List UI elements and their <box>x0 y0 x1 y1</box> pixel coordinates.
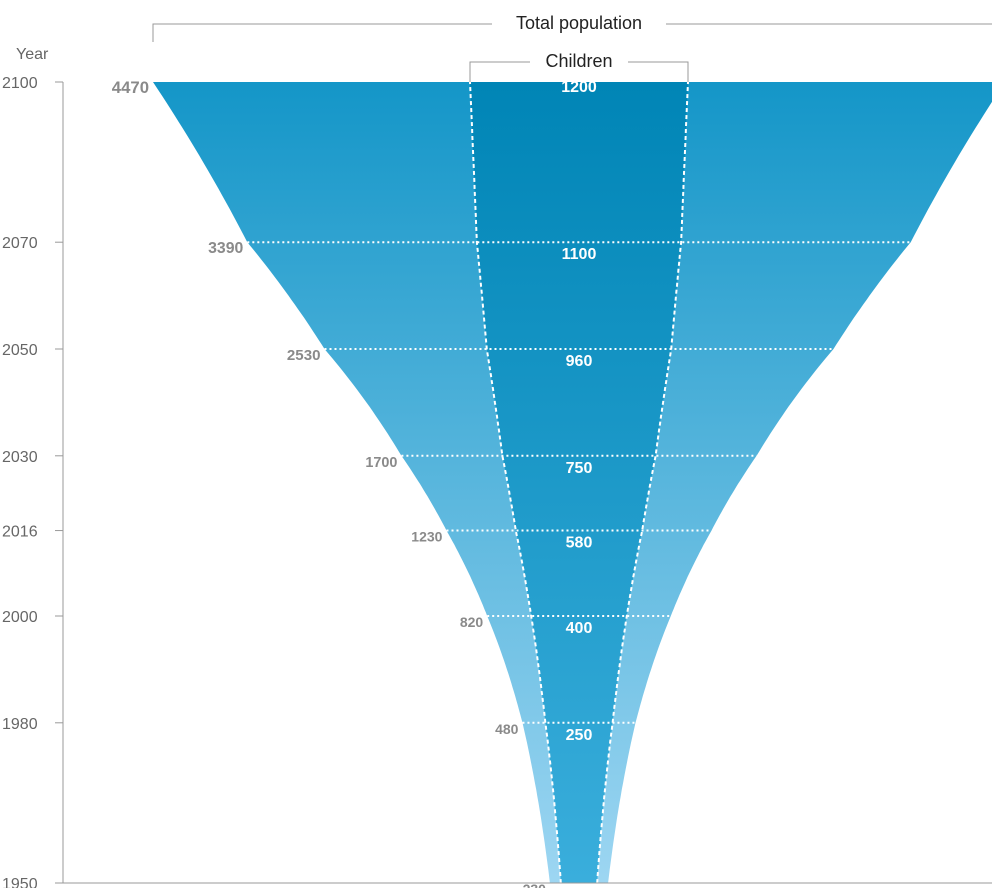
total-population-value: 1700 <box>365 455 397 471</box>
total-population-label: Total population <box>516 13 642 33</box>
y-tick-label: 1950 <box>2 876 38 888</box>
children-area <box>469 81 689 884</box>
y-tick-label: 2100 <box>2 75 38 92</box>
children-boundary-right <box>596 81 689 884</box>
children-boundary-left <box>469 81 562 884</box>
y-axis: Year <box>16 46 992 884</box>
y-tick-label: 2070 <box>2 235 38 252</box>
total-population-value: 820 <box>460 614 484 630</box>
children-value: 1100 <box>562 246 597 263</box>
children-value: 580 <box>566 535 593 552</box>
children-value: 400 <box>566 620 593 637</box>
year-gridlines <box>247 241 911 724</box>
total-population-bracket: Total population <box>152 13 992 42</box>
y-axis-ticks: 1950 1980 2000 2016 2030 2050 2070 2100 <box>2 75 63 888</box>
total-population-value: 2530 <box>287 347 321 364</box>
children-value: 960 <box>566 353 593 370</box>
total-population-value: 4470 <box>112 78 149 97</box>
children-bracket-left-line <box>469 61 530 82</box>
total-population-value: 230 <box>523 881 547 888</box>
total-population-value: 480 <box>495 721 519 737</box>
children-value: 1200 <box>561 79 597 96</box>
children-funnel <box>470 82 688 883</box>
total-bracket-left-line <box>152 23 492 42</box>
y-tick-label: 2050 <box>2 342 38 359</box>
children-value: 250 <box>566 727 593 744</box>
y-tick-label: 2030 <box>2 449 38 466</box>
total-population-value: 3390 <box>208 240 243 257</box>
children-bracket-right-line <box>628 61 689 82</box>
children-bracket: Children <box>469 51 689 82</box>
data-labels: 2301104802508204001230580170075025309603… <box>112 78 597 888</box>
children-label: Children <box>545 51 612 71</box>
children-value: 750 <box>566 460 593 477</box>
y-axis-title: Year <box>16 46 49 63</box>
y-tick-label: 2016 <box>2 524 38 541</box>
y-tick-label: 2000 <box>2 609 38 626</box>
y-tick-label: 1980 <box>2 716 38 733</box>
total-population-value: 1230 <box>411 529 442 545</box>
